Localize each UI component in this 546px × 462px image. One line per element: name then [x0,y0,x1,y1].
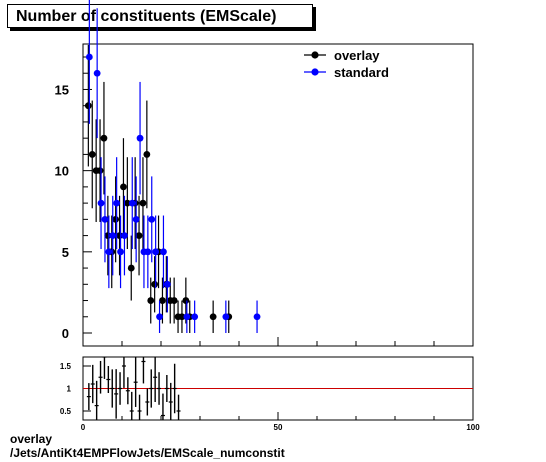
footer-path: /Jets/AntiKt4EMPFlowJets/EMScale_numcons… [10,446,285,460]
standard-point [93,69,101,77]
legend-label-standard: standard [334,65,389,80]
ratio-x-tick-label: 100 [466,423,480,432]
overlay-point [112,215,120,223]
overlay-point [120,183,127,191]
plot-title: Number of constituents (EMScale) [7,4,313,28]
standard-point [121,232,128,239]
overlay-point [170,297,178,304]
standard-point [183,313,191,321]
standard-point [109,232,117,239]
y-tick-label: 5 [62,245,69,260]
standard-point [117,248,124,256]
overlay-point [143,151,151,158]
overlay-point [84,102,92,110]
standard-point [160,248,167,256]
overlay-point [88,151,96,158]
main-plot-frame [82,43,474,347]
overlay-point [151,280,159,288]
overlay-point [123,199,131,207]
standard-point [163,280,171,288]
standard-point [156,313,163,321]
legend: overlay standard [304,48,389,80]
standard-point [253,313,261,321]
overlay-point [116,232,123,239]
ratio-x-tick-label: 0 [81,423,86,432]
ratio-x-tick-label: 50 [274,423,283,432]
overlay-point [139,199,147,207]
ratio-y-tick-label: 1 [67,385,72,394]
legend-marker-overlay [311,51,319,59]
y-tick-label: 0 [62,326,69,341]
standard-point [101,215,109,223]
ratio-points [86,357,181,420]
legend-marker-standard [311,68,319,76]
overlay-point [182,297,190,304]
standard-point [85,53,93,61]
standard-point [105,248,113,256]
overlay-point [209,313,217,321]
ratio-y-tick-label: 0.5 [60,407,72,416]
standard-point [128,199,136,207]
overlay-point [159,297,166,304]
ratio-y-tick-label: 1.5 [60,362,72,371]
overlay-point [104,232,112,239]
ratio-plot: 0.5 1 1.5 0 50 100 [60,357,480,432]
standard-point [222,313,230,321]
standard-point [136,134,144,142]
y-tick-label: 10 [55,164,69,179]
standard-point [113,199,121,207]
overlay-point [96,167,104,175]
standard-point [144,248,152,256]
standard-point [97,199,105,207]
standard-point [152,248,160,256]
overlay-point [127,264,135,272]
main-plot: 0 5 10 15 [55,0,474,346]
standard-point [148,215,156,223]
standard-point [191,313,199,321]
footer-label: overlay [10,432,53,446]
overlay-point [178,313,186,321]
legend-label-overlay: overlay [334,48,380,63]
y-tick-label: 15 [55,82,69,97]
overlay-point [147,297,155,304]
standard-point [132,215,140,223]
overlay-point [100,134,108,142]
overlay-point [135,232,143,239]
